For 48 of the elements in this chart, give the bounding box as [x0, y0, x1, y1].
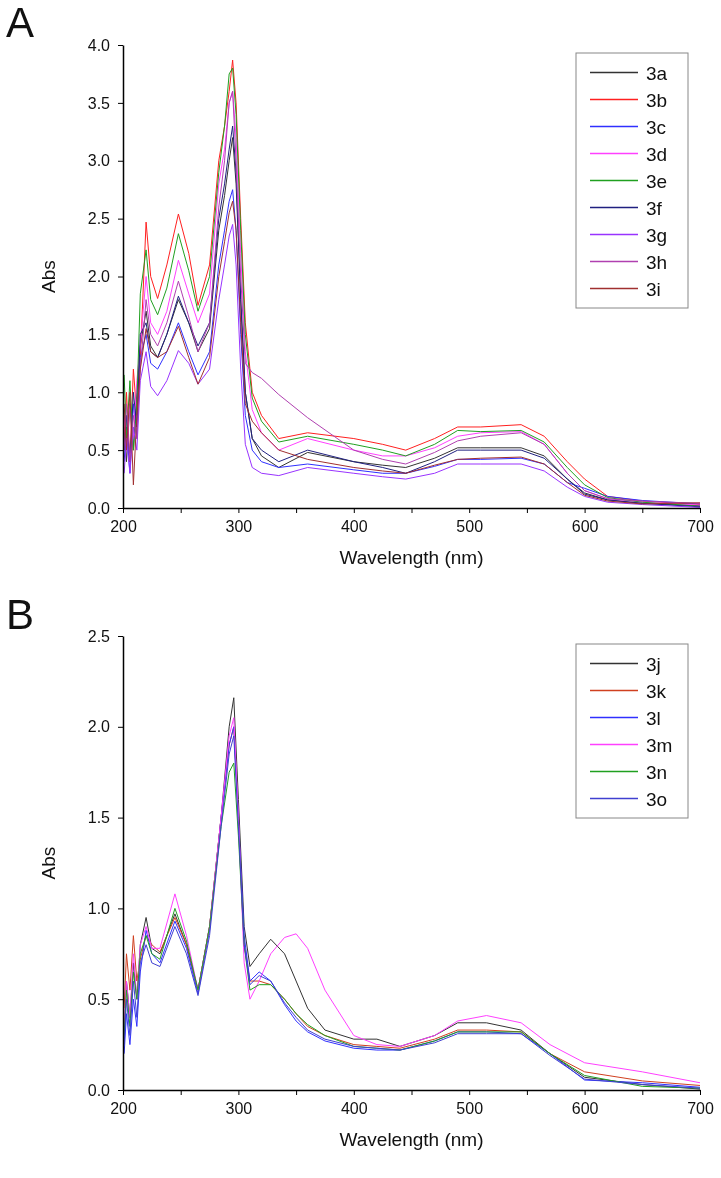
legend-label: 3d	[646, 143, 668, 165]
x-tick-label: 700	[687, 1100, 714, 1118]
x-tick-label: 700	[687, 518, 714, 536]
y-tick-label: 3.5	[87, 94, 111, 112]
y-tick-label: 1.5	[87, 325, 111, 343]
y-tick-label: 0.5	[87, 990, 111, 1008]
legend-label: 3h	[646, 251, 668, 273]
legend-label: 3b	[646, 89, 668, 111]
x-axis-title: Wavelength (nm)	[339, 547, 484, 568]
x-tick-label: 400	[340, 518, 368, 536]
y-tick-label: 0.0	[87, 499, 111, 517]
legend-label: 3k	[646, 680, 667, 702]
legend-label: 3j	[646, 653, 661, 675]
y-tick-label: 3.0	[87, 152, 111, 170]
y-tick-label: 2.0	[87, 718, 111, 736]
y-tick-label: 2.5	[87, 210, 111, 228]
legend-label: 3c	[646, 116, 667, 138]
legend-label: 3o	[646, 788, 668, 810]
x-tick-label: 300	[225, 518, 253, 536]
x-tick-label: 400	[340, 1100, 368, 1118]
legend-label: 3n	[646, 761, 668, 783]
chart-title: A	[6, 0, 35, 46]
x-tick-label: 300	[225, 1100, 253, 1118]
y-axis-title: Abs	[38, 846, 59, 880]
x-tick-label: 500	[456, 518, 484, 536]
y-tick-label: 1.0	[87, 900, 111, 918]
y-tick-label: 1.0	[87, 383, 111, 401]
legend-label: 3l	[646, 707, 661, 729]
y-tick-label: 0.5	[87, 441, 111, 459]
y-tick-label: 2.5	[87, 627, 111, 645]
legend-label: 3a	[646, 62, 668, 84]
y-axis-title: Abs	[38, 260, 59, 293]
y-tick-label: 2.0	[87, 268, 111, 286]
y-tick-label: 0.0	[87, 1081, 111, 1099]
legend-label: 3e	[646, 170, 668, 192]
legend-label: 3f	[646, 197, 663, 219]
x-tick-label: 500	[456, 1100, 484, 1118]
x-tick-label: 600	[571, 1100, 599, 1118]
x-tick-label: 200	[110, 518, 137, 536]
x-tick-label: 200	[110, 1100, 137, 1118]
x-tick-label: 600	[571, 518, 599, 536]
y-tick-label: 4.0	[87, 36, 111, 54]
x-axis-title: Wavelength (nm)	[339, 1129, 484, 1150]
legend-label: 3g	[646, 224, 668, 246]
y-tick-label: 1.5	[87, 809, 111, 827]
chart-title: B	[6, 591, 35, 638]
legend-label: 3i	[646, 278, 661, 300]
legend-label: 3m	[646, 734, 673, 756]
